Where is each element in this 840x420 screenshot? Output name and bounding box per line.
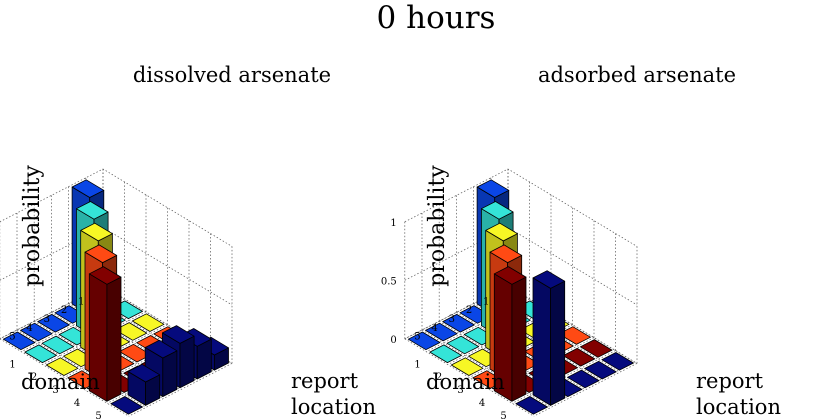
bar-domain-6-location-5 [493,266,527,402]
bar-domain-5-location-6 [532,270,566,406]
domain-tick-label: 2 [466,305,472,316]
bar-domain-4-location-1 [442,313,475,333]
domain-tick-label: 3 [449,314,455,325]
location-tick-label: 5 [500,411,506,420]
location-tick-label: 2 [436,372,442,383]
location-tick-label: 5 [95,411,101,420]
bar-domain-6-location-1 [407,331,441,351]
bar-domain-4-location-1 [37,313,70,333]
location-tick-label: 1 [414,359,420,370]
bar-domain-1-location-6 [601,352,634,371]
domain-tick-label: 4 [26,323,32,334]
z-axis-label: probability [20,165,45,287]
location-tick-label: 3 [52,385,58,396]
panel-title: dissolved arsenate [133,63,331,87]
domain-axis-label: domain [426,370,505,394]
domain-tick-label: 1 [78,296,84,307]
domain-tick-label: 5 [9,332,15,343]
figure-title: 0 hours [377,0,496,36]
location-tick-label: 2 [31,372,37,383]
panel-adsorbed-arsenate: adsorbed arsenate00.5112345123456probabi… [381,63,781,420]
bar-domain-5-location-2 [41,335,75,355]
bar-domain-6-location-6 [515,396,548,415]
bar-domain-5-location-1 [425,322,458,342]
bar-domain-6-location-3 [450,357,484,376]
location-tick-label: 4 [479,398,485,409]
bar-domain-1-location-3 [131,313,165,332]
location-tick-label: 4 [74,398,80,409]
domain-tick-label: 4 [431,323,437,334]
panel-dissolved-arsenate: dissolved arsenate00.5112345123456probab… [0,63,376,420]
domain-tick-label: 1 [483,296,489,307]
location-axis-label-line1: report [696,369,764,393]
z-tick-label: 0.5 [381,276,397,287]
domain-tick-label: 3 [44,314,50,325]
bar-domain-6-location-3 [45,357,79,376]
domain-tick-label: 2 [61,305,67,316]
bar-domain-2-location-5 [562,347,596,367]
location-tick-label: 1 [9,359,15,370]
location-axis-label-line1: report [291,369,359,393]
z-tick-label: 0 [390,335,396,346]
bars [2,179,229,415]
bar-domain-5-location-2 [446,335,480,355]
bars [407,179,634,415]
z-tick-label: 1 [390,218,396,229]
z-axis-label: probability [425,165,450,287]
bar-domain-6-location-6 [110,396,143,415]
location-axis-label-line2: location [696,395,781,419]
location-axis-label-line2: location [291,395,376,419]
domain-axis-label: domain [21,370,100,394]
panel-title: adsorbed arsenate [538,63,736,87]
bar-domain-2-location-6 [584,360,617,380]
bar-domain-1-location-5 [579,339,613,358]
location-tick-label: 3 [457,385,463,396]
bar-domain-6-location-5 [88,266,122,402]
domain-tick-label: 5 [414,332,420,343]
bar-domain-6-location-1 [2,331,36,351]
bar-domain-3-location-6 [567,369,600,389]
bar-domain-5-location-6 [127,363,161,406]
bar-domain-6-location-2 [24,344,57,364]
bar-domain-5-location-1 [20,322,53,342]
bar-domain-6-location-2 [429,344,462,364]
